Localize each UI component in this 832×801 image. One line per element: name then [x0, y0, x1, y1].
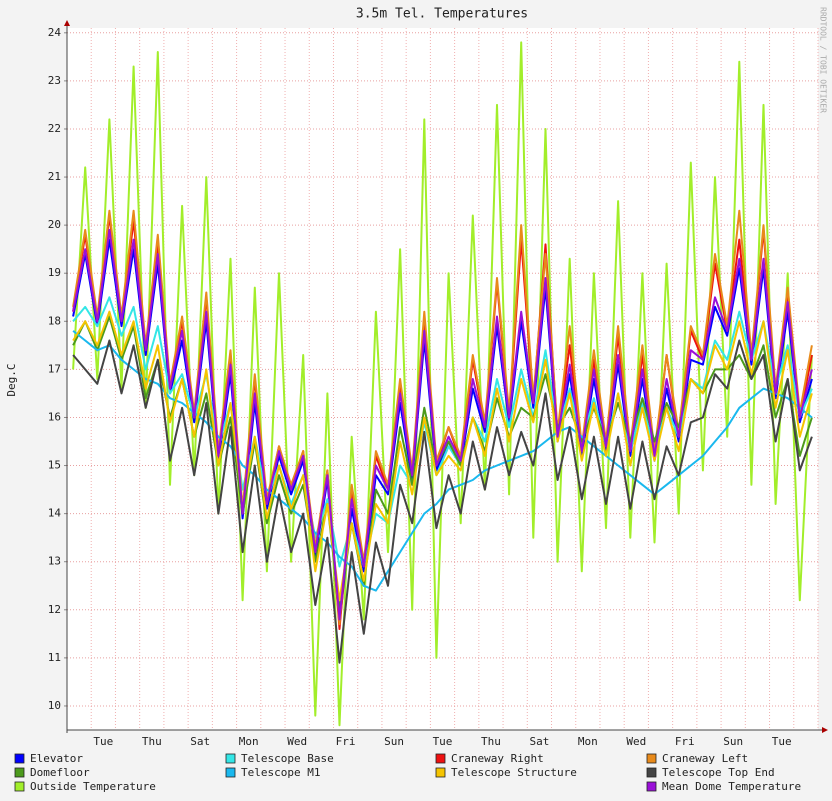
y-tick-label: 19	[48, 266, 61, 279]
y-tick-label: 16	[48, 410, 61, 423]
y-tick-label: 20	[48, 218, 61, 231]
x-tick-label: Tue	[433, 735, 453, 748]
series-line	[72, 330, 813, 592]
chart-title: 3.5m Tel. Temperatures	[356, 7, 528, 22]
y-axis-label: Deg.C	[5, 363, 18, 396]
y-tick-label: 21	[48, 170, 61, 183]
legend-swatch	[646, 781, 657, 792]
legend-label: Domefloor	[30, 766, 90, 779]
y-tick-label: 24	[48, 26, 62, 39]
x-tick-label: Thu	[142, 735, 162, 748]
x-tick-label: Sun	[723, 735, 743, 748]
legend-swatch	[435, 753, 446, 764]
x-tick-label: Sun	[384, 735, 404, 748]
legend-label: Outside Temperature	[30, 780, 156, 793]
x-tick-label: Tue	[93, 735, 113, 748]
legend-label: Mean Dome Temperature	[662, 780, 801, 793]
legend-label: Elevator	[30, 752, 83, 765]
x-tick-label: Tue	[772, 735, 792, 748]
x-tick-label: Fri	[675, 735, 695, 748]
legend-swatch	[225, 753, 236, 764]
legend-swatch	[225, 767, 236, 778]
y-tick-label: 18	[48, 314, 61, 327]
watermark: RRDTOOL / TOBI OETIKER	[819, 7, 828, 113]
legend-label: Telescope M1	[241, 766, 320, 779]
y-tick-label: 13	[48, 555, 61, 568]
x-tick-label: Wed	[287, 735, 307, 748]
legend-label: Craneway Right	[451, 752, 544, 765]
x-tick-label: Mon	[578, 735, 598, 748]
x-tick-label: Sat	[190, 735, 210, 748]
x-tick-label: Wed	[626, 735, 646, 748]
legend-label: Telescope Base	[241, 752, 334, 765]
series-line	[72, 310, 813, 602]
y-tick-label: 22	[48, 122, 61, 135]
y-tick-label: 17	[48, 362, 61, 375]
x-tick-label: Thu	[481, 735, 501, 748]
axes: 10 11 12 13 14 15 16 17 18 19 20 21 22 23 24 Tue Thu Sat M…	[48, 20, 828, 748]
x-tick-label: Sat	[529, 735, 549, 748]
legend-label: Telescope Top End	[662, 766, 775, 779]
legend-swatch	[14, 753, 25, 764]
x-tick-label: Mon	[239, 735, 259, 748]
legend-label: Telescope Structure	[451, 766, 577, 779]
legend-label: Craneway Left	[662, 752, 748, 765]
y-tick-label: 12	[48, 603, 61, 616]
y-tick-label: 15	[48, 459, 61, 472]
x-tick-label: Fri	[336, 735, 356, 748]
plot-area	[67, 28, 818, 730]
legend-swatch	[646, 753, 657, 764]
axis-arrow	[64, 20, 70, 26]
series-line	[72, 228, 813, 621]
legend: Elevator Telescope Base Craneway Right Cran…	[14, 752, 801, 793]
legend-swatch	[14, 767, 25, 778]
legend-swatch	[435, 767, 446, 778]
series-line	[72, 339, 813, 664]
legend-swatch	[646, 767, 657, 778]
y-tick-label: 10	[48, 699, 61, 712]
y-tick-label: 23	[48, 74, 61, 87]
y-tick-label: 14	[48, 507, 62, 520]
legend-swatch	[14, 781, 25, 792]
y-tick-label: 11	[48, 651, 61, 664]
lines	[72, 41, 813, 727]
axis-arrow	[822, 727, 828, 733]
